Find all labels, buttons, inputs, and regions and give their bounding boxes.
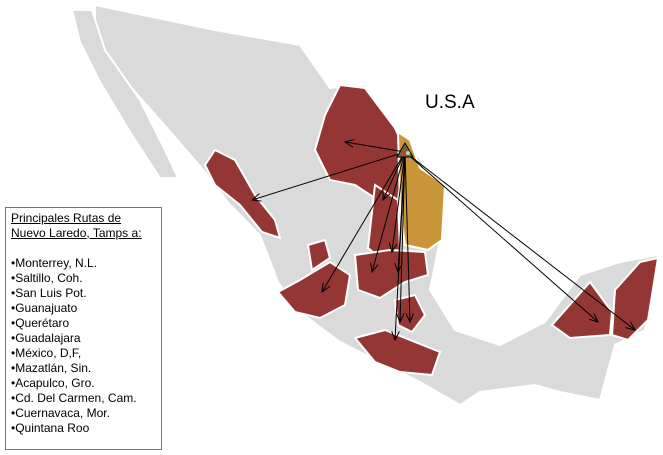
state-sinaloa (203, 148, 282, 240)
triangle-marker-icon (396, 141, 414, 158)
route-arrow-mazatlan (252, 151, 406, 200)
legend-item: •Guanajuato (11, 301, 78, 315)
state-quintana-roo (610, 256, 660, 342)
route-arrow-carmen (404, 151, 598, 322)
route-arrow-cuernavaca (404, 151, 410, 322)
route-arrow-monterrey (345, 142, 406, 153)
legend-item: •Cd. Del Carmen, Cam. (11, 391, 137, 405)
route-arrow-guadalajara (322, 151, 406, 292)
state-campeche (550, 280, 614, 340)
baja-california (70, 9, 180, 179)
legend-item: •Querétaro (11, 316, 70, 330)
legend-title-line1: Principales Rutas de (11, 211, 122, 225)
state-nayarit-zac (306, 238, 332, 272)
legend-item: •Cuernavaca, Mor. (11, 406, 110, 420)
route-arrow-acapulco (395, 151, 406, 340)
route-arrow-saltillo (383, 151, 406, 200)
legend-item: •Saltillo, Coh. (11, 271, 83, 285)
route-arrow-guanajuato (372, 151, 406, 272)
legend-title-line2: Nuevo Laredo, Tamps a: (11, 226, 142, 240)
legend-item: •Acapulco, Gro. (11, 376, 95, 390)
usa-label: U.S.A (425, 92, 475, 113)
legend-item: •San Luis Pot. (11, 286, 87, 300)
legend-item: •Mazatlán, Sin. (11, 361, 92, 375)
route-arrow-qroo (404, 151, 635, 330)
route-arrow-slp (392, 151, 406, 252)
routes-legend: Principales Rutas de Nuevo Laredo, Tamps… (5, 207, 162, 450)
legend-title: Principales Rutas de Nuevo Laredo, Tamps… (11, 211, 156, 241)
legend-item: •México, D,F, (11, 346, 82, 360)
state-guerrero (353, 328, 442, 377)
legend-item: •Guadalajara (11, 331, 81, 345)
legend-item: •Monterrey, N.L. (11, 256, 98, 270)
route-arrows (252, 142, 635, 340)
legend-item: •Quintana Roo (11, 421, 90, 435)
route-arrow-mexico (400, 151, 406, 322)
